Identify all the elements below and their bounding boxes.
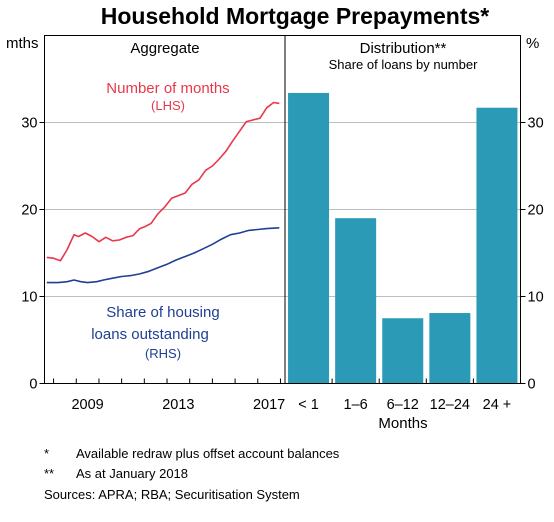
line-series [46, 101, 280, 284]
footnote-text-2: As at January 2018 [76, 466, 188, 481]
y-tick-label-right: 0 [528, 377, 536, 393]
series-label-months: Number of months [106, 80, 229, 97]
y-tick-label-left: 30 [21, 116, 37, 132]
bar [429, 313, 471, 384]
series-label-share-line2: loans outstanding [91, 326, 209, 343]
series-line [46, 227, 280, 284]
y-tick-label-left: 0 [29, 377, 37, 393]
category-label: 24 + [483, 397, 512, 413]
series-axis-label-rhs: (RHS) [145, 346, 181, 361]
bar [476, 107, 518, 384]
footnote-mark-2: ** [44, 466, 54, 481]
axis-ticks: 0 0 10 10 20 20 30 30 2009 2013 2017 < 1 1–6 6–12 12–2… [21, 116, 543, 414]
x-tick-label: 2013 [162, 397, 194, 413]
sources: Sources: APRA; RBA; Securitisation Syste… [44, 487, 300, 502]
series-line [46, 101, 280, 262]
x-tick-label: 2017 [253, 397, 285, 413]
bar [288, 92, 330, 384]
chart-title: Household Mortgage Prepayments* [101, 3, 490, 29]
bars [288, 92, 518, 384]
category-label: 12–24 [430, 397, 470, 413]
series-axis-label-lhs: (LHS) [151, 98, 185, 113]
category-label: 6–12 [387, 397, 419, 413]
left-axis-unit: mths [6, 35, 39, 52]
y-tick-label-left: 10 [21, 290, 37, 306]
gridlines [44, 122, 521, 297]
category-label: 1–6 [344, 397, 368, 413]
right-axis-unit: % [526, 35, 539, 52]
x-tick-label: 2009 [71, 397, 103, 413]
bar [335, 218, 377, 384]
y-tick-label-right: 10 [528, 290, 544, 306]
y-tick-label-right: 30 [528, 116, 544, 132]
bar [382, 318, 424, 384]
panel-title-aggregate: Aggregate [130, 40, 199, 57]
panel-subtitle-distribution: Share of loans by number [329, 57, 479, 72]
footnote-text-1: Available redraw plus offset account bal… [76, 446, 340, 461]
panel-title-distribution: Distribution** [360, 40, 447, 57]
series-label-share-line1: Share of housing [106, 304, 219, 321]
footnote-mark-1: * [44, 446, 49, 461]
x-axis-title-months: Months [378, 415, 427, 432]
y-tick-label-left: 20 [21, 203, 37, 219]
category-label: < 1 [298, 397, 319, 413]
y-tick-label-right: 20 [528, 203, 544, 219]
